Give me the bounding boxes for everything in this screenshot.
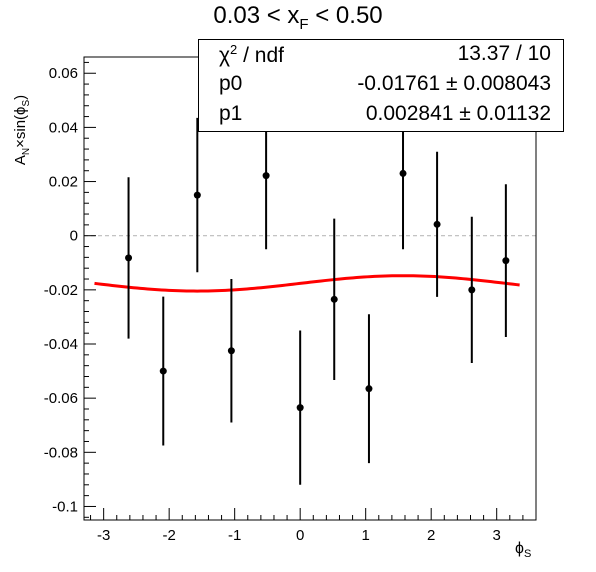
p1-label: p1 [219, 102, 243, 125]
data-point [193, 191, 201, 199]
data-points-layer [125, 97, 510, 485]
y-tick-label: 0.06 [49, 65, 78, 82]
x-tick-label: 2 [427, 527, 435, 544]
tick-labels-layer: -3 -2 -1 0 1 2 3 -0.1 -0.08 -0.06 -0.04 -0.02 0 0.02 0… [44, 65, 501, 544]
p1-value: 0.002841 ± 0.01132 [365, 102, 551, 125]
x-tick-label: 0 [296, 527, 304, 544]
y-tick-label: -0.1 [52, 498, 78, 515]
y-tick-label: -0.04 [44, 336, 78, 353]
data-point [399, 169, 407, 177]
data-point [227, 347, 235, 355]
stat-row-p1: p1 0.002841 ± 0.01132 [199, 102, 563, 130]
y-tick-label: 0 [70, 228, 78, 245]
data-point [502, 257, 510, 265]
chi2-label: χ2 / ndf [219, 42, 284, 67]
x-tick-label: -3 [97, 527, 110, 544]
x-axis-label: ϕS [515, 540, 532, 561]
y-tick-label: 0.04 [49, 119, 78, 136]
fit-curve [94, 274, 520, 293]
x-tick-label: -2 [162, 527, 175, 544]
data-point [262, 172, 270, 180]
data-point [468, 286, 476, 294]
data-point [433, 220, 441, 228]
data-point [125, 254, 133, 262]
data-point [159, 367, 167, 375]
y-tick-label: 0.02 [49, 174, 78, 191]
stat-row-chi2: χ2 / ndf 13.37 / 10 [199, 42, 563, 70]
y-tick-label: -0.08 [44, 444, 78, 461]
chi2-value: 13.37 / 10 [457, 42, 551, 65]
y-axis-label: AN×sin(ϕS) [12, 94, 32, 166]
data-point [365, 385, 373, 393]
x-tick-label: -1 [228, 527, 241, 544]
data-point [296, 404, 304, 412]
x-tick-label: 3 [493, 527, 501, 544]
y-tick-label: -0.02 [44, 282, 78, 299]
fit-curve-layer [94, 274, 520, 293]
y-tick-label: -0.06 [44, 390, 78, 407]
p0-label: p0 [219, 72, 243, 95]
data-point [330, 295, 338, 303]
fit-stats-box: χ2 / ndf 13.37 / 10 p0 -0.01761 ± 0.0080… [198, 39, 564, 132]
x-tick-label: 1 [362, 527, 370, 544]
stat-row-p0: p0 -0.01761 ± 0.008043 [199, 72, 563, 100]
chart-title: 0.03 < xF < 0.50 [213, 2, 383, 33]
p0-value: -0.01761 ± 0.008043 [357, 72, 551, 95]
